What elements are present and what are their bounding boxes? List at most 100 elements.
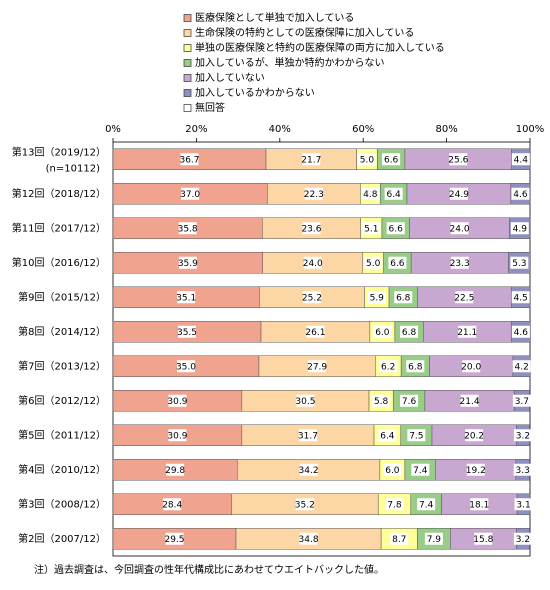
- value-label-box: [458, 325, 477, 338]
- value-label: 22.5: [454, 293, 474, 303]
- value-label: 34.2: [299, 466, 319, 476]
- value-label-box: [302, 153, 321, 166]
- value-label: 7.4: [419, 500, 434, 510]
- value-label: 35.8: [178, 224, 198, 234]
- value-label-box: [163, 498, 182, 511]
- value-label: 6.2: [381, 362, 395, 372]
- value-label: 6.8: [408, 362, 423, 372]
- y-tick-label: 第7回（2013/12）: [18, 359, 106, 372]
- value-label: 4.9: [513, 224, 528, 234]
- value-label-box: [513, 429, 532, 442]
- value-label-box: [449, 187, 468, 200]
- value-label-box: [466, 463, 485, 476]
- value-label: 6.6: [389, 224, 404, 234]
- value-label: 30.9: [167, 397, 187, 407]
- value-label: 6.0: [385, 466, 400, 476]
- value-label-box: [308, 360, 327, 373]
- value-label-box: [177, 291, 196, 304]
- x-tick-label: 0%: [105, 124, 121, 135]
- value-label: 26.1: [305, 328, 325, 338]
- value-label: 6.4: [386, 190, 401, 200]
- y-tick-label: 第11回（2017/12）: [12, 221, 106, 234]
- value-label-box: [394, 291, 413, 304]
- legend-label: 加入していない: [195, 72, 265, 84]
- value-label: 30.5: [295, 397, 315, 407]
- value-label: 4.8: [363, 190, 378, 200]
- value-label-box: [382, 153, 401, 166]
- value-label: 6.8: [402, 328, 417, 338]
- value-label: 25.6: [448, 155, 468, 165]
- value-label: 18.1: [469, 500, 489, 510]
- value-label-box: [295, 498, 314, 511]
- value-label: 35.0: [176, 362, 196, 372]
- value-label: 4.4: [514, 155, 529, 165]
- value-label: 21.4: [460, 397, 480, 407]
- value-label: 6.0: [375, 328, 390, 338]
- value-label-box: [470, 498, 489, 511]
- value-label-box: [367, 291, 386, 304]
- value-label-box: [400, 394, 419, 407]
- value-label-box: [449, 153, 468, 166]
- x-tick-label: 20%: [185, 124, 207, 135]
- value-label-box: [178, 222, 197, 235]
- value-label-box: [299, 463, 318, 476]
- value-label: 15.8: [473, 535, 493, 545]
- value-label-box: [510, 222, 529, 235]
- y-tick-label: 第3回（2008/12）: [18, 497, 106, 510]
- value-label: 4.6: [514, 328, 529, 338]
- value-label-box: [390, 532, 409, 545]
- value-label-box: [450, 222, 469, 235]
- value-label-box: [379, 360, 398, 373]
- value-label: 6.6: [390, 259, 405, 269]
- value-label: 20.0: [461, 362, 481, 372]
- value-label: 8.7: [392, 535, 406, 545]
- value-label: 20.2: [464, 431, 484, 441]
- value-label-box: [411, 463, 430, 476]
- value-label: 6.6: [384, 155, 399, 165]
- value-label-box: [373, 325, 392, 338]
- value-label: 31.7: [298, 431, 318, 441]
- value-label: 35.9: [178, 259, 198, 269]
- value-label-box: [361, 187, 380, 200]
- value-label: 24.0: [450, 224, 470, 234]
- value-label: 22.3: [304, 190, 324, 200]
- value-label-box: [511, 153, 530, 166]
- value-label-box: [514, 498, 533, 511]
- value-label-box: [417, 498, 436, 511]
- value-label: 23.6: [301, 224, 321, 234]
- value-label-box: [406, 360, 425, 373]
- value-label-box: [364, 256, 383, 269]
- value-label-box: [400, 325, 419, 338]
- value-label-box: [299, 532, 318, 545]
- y-tick-label: 第9回（2015/12）: [18, 290, 106, 303]
- y-tick-label: 第10回（2016/12）: [12, 256, 106, 269]
- value-label-box: [166, 463, 185, 476]
- legend-label: 加入しているかわからない: [195, 87, 315, 99]
- y-tick-label: 第12回（2018/12）: [12, 187, 106, 200]
- value-label-box: [176, 360, 195, 373]
- value-label-box: [304, 187, 323, 200]
- value-label-box: [455, 291, 474, 304]
- value-label: 4.5: [513, 293, 527, 303]
- value-label: 4.6: [513, 190, 528, 200]
- x-tick-label: 40%: [269, 124, 291, 135]
- value-label: 34.8: [299, 535, 319, 545]
- value-label-box: [168, 394, 187, 407]
- value-label: 35.2: [295, 500, 315, 510]
- value-label: 5.0: [366, 259, 381, 269]
- value-label-box: [386, 222, 405, 235]
- legend-label: 生命保険の特約としての医療保障に加入している: [195, 26, 414, 39]
- value-label: 6.4: [380, 431, 395, 441]
- value-label: 21.1: [457, 328, 477, 338]
- value-label-box: [388, 256, 407, 269]
- value-label-box: [378, 429, 397, 442]
- legend-label: 無回答: [195, 101, 225, 114]
- legend-swatch: [183, 59, 192, 67]
- value-label: 7.6: [402, 397, 417, 407]
- value-label-box: [511, 187, 530, 200]
- value-label-box: [511, 325, 530, 338]
- value-label: 4.2: [514, 362, 528, 372]
- legend-swatch: [183, 29, 192, 37]
- x-tick-label: 80%: [435, 124, 457, 135]
